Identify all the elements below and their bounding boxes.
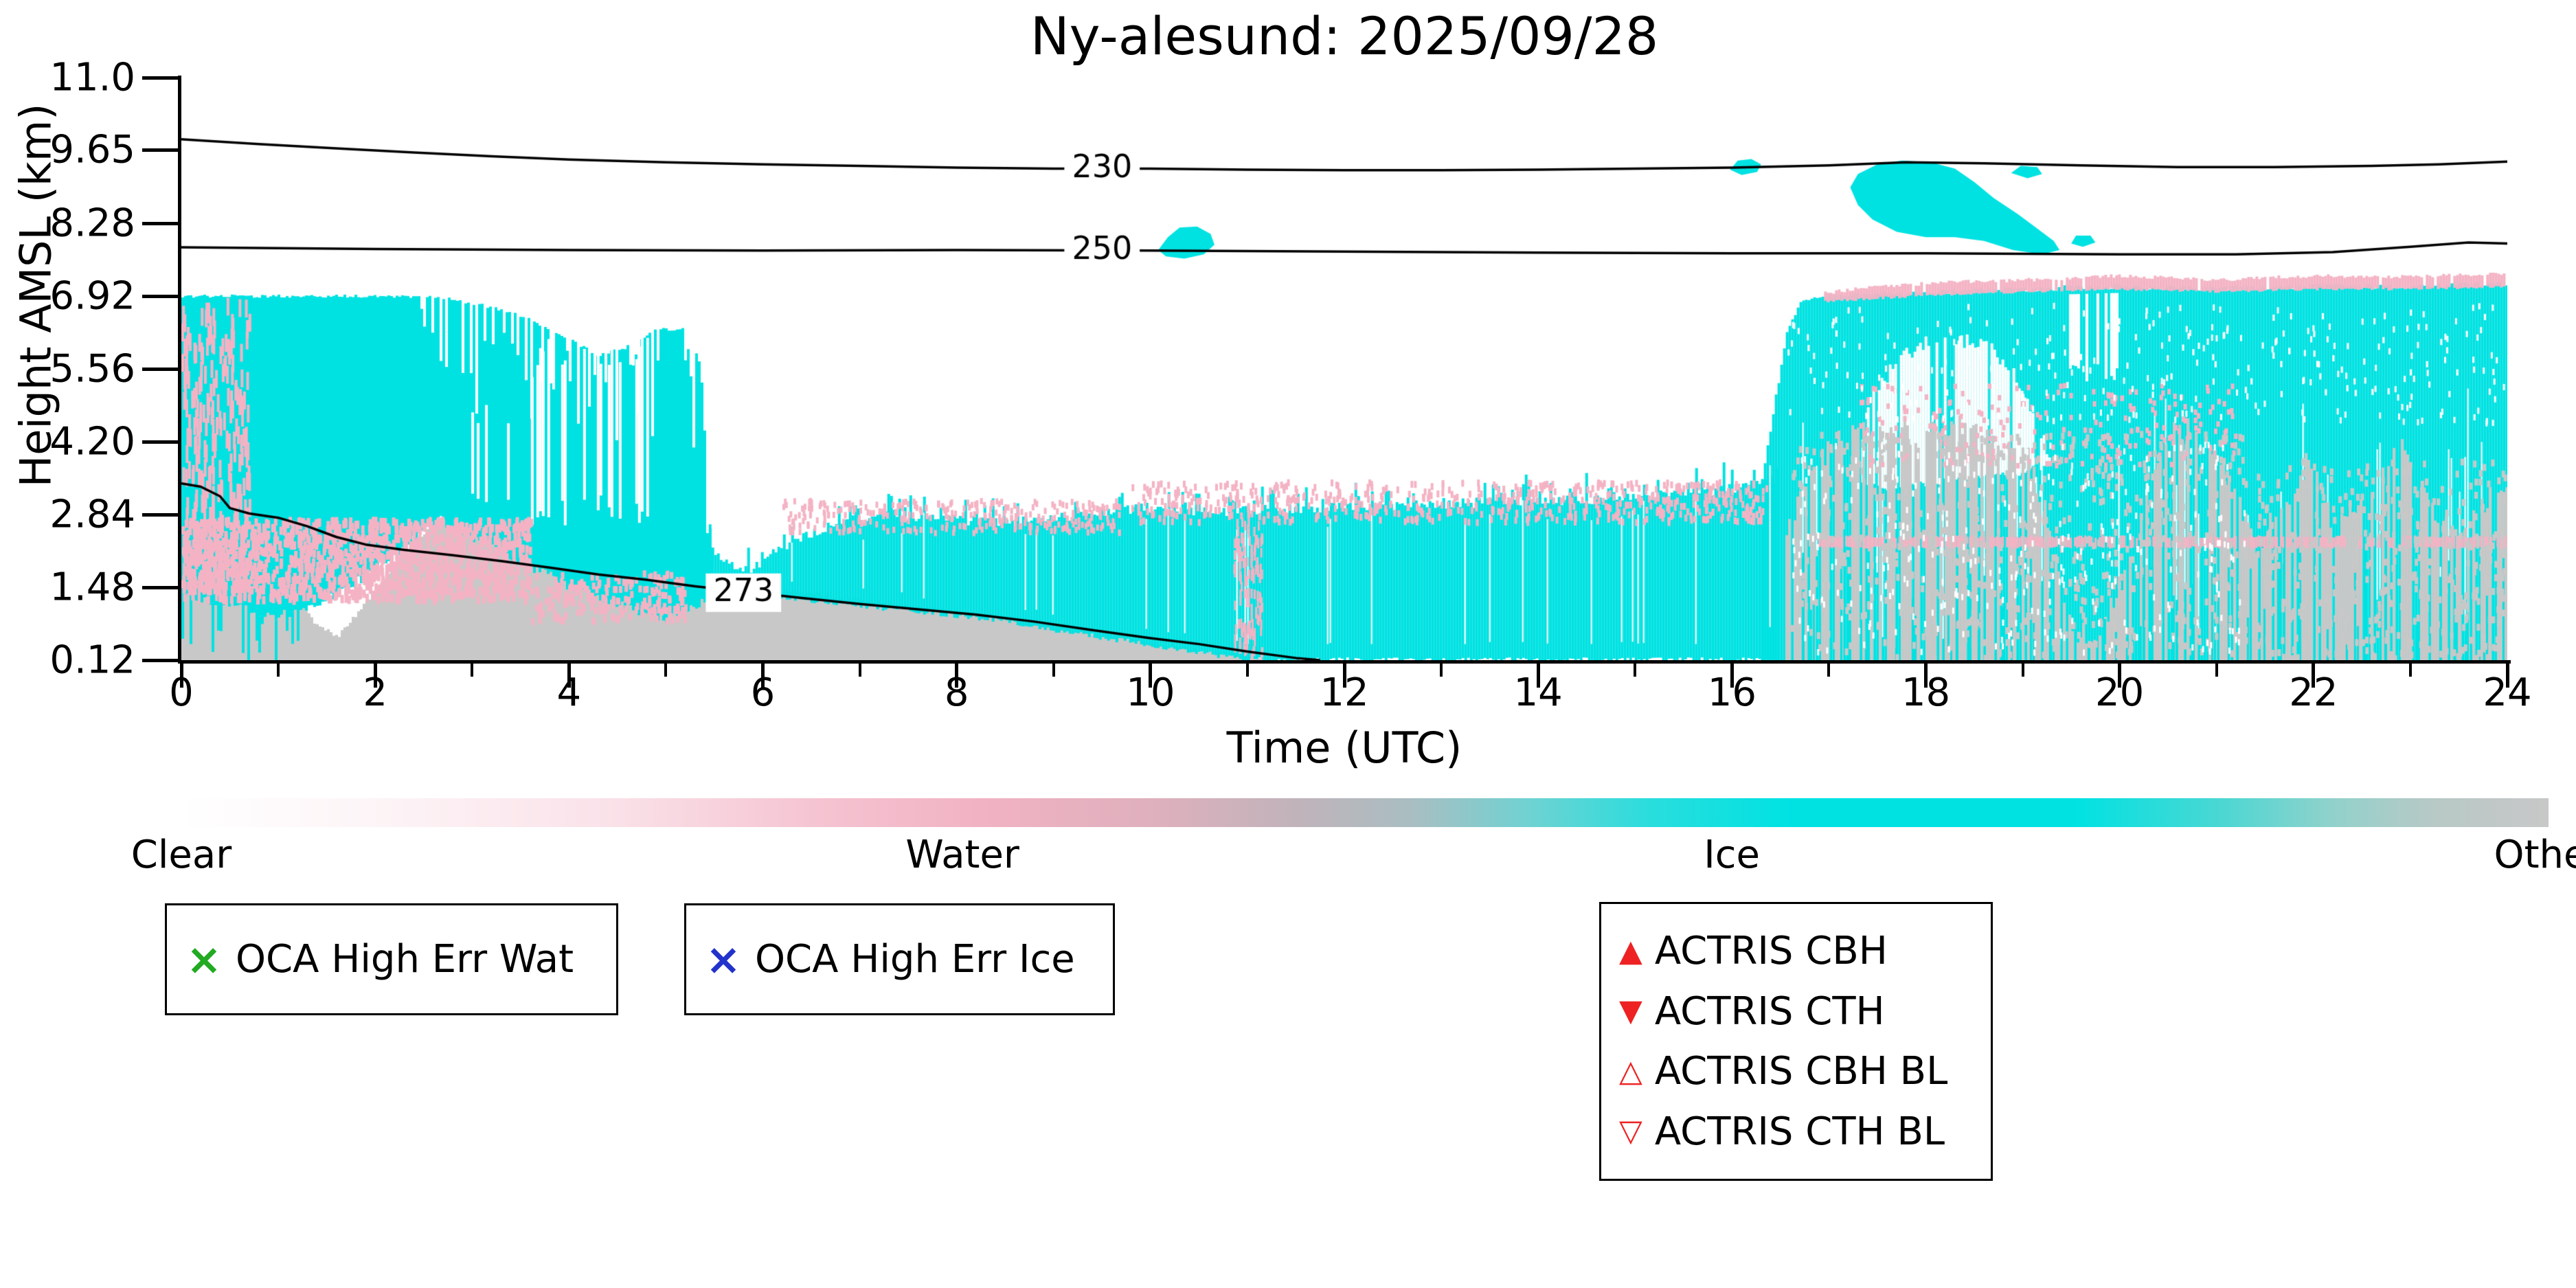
x-tick-label: 18 — [1901, 670, 1951, 715]
y-tick — [142, 585, 181, 589]
x-tick — [2118, 660, 2122, 688]
legend-label: ACTRIS CBH BL — [1654, 1049, 1948, 1094]
legend-row: △ ACTRIS CBH BL — [1619, 1049, 1991, 1094]
y-tick-label: 8.28 — [49, 201, 135, 246]
y-tick-label: 5.56 — [49, 346, 135, 392]
x-tick — [373, 660, 377, 688]
x-minor-tick — [664, 660, 668, 677]
classification-plot-canvas — [181, 78, 2507, 660]
x-minor-tick — [277, 660, 280, 677]
x-tick — [761, 660, 765, 688]
x-marker-icon: × — [705, 934, 741, 984]
y-tick-label: 2.84 — [49, 492, 135, 537]
colorbar-label-other: Other — [2494, 833, 2576, 877]
x-tick — [1924, 660, 1928, 688]
x-minor-tick — [2021, 660, 2024, 677]
x-minor-tick — [2215, 660, 2218, 677]
colorbar — [181, 798, 2549, 827]
y-tick — [142, 512, 181, 517]
legend-label: OCA High Err Wat — [235, 937, 574, 982]
legend-row: ▲ ACTRIS CBH — [1619, 929, 1991, 973]
x-minor-tick — [1245, 660, 1249, 677]
x-tick — [1730, 660, 1734, 688]
x-tick — [1342, 660, 1346, 688]
x-tick — [179, 660, 183, 688]
chart-title: Ny-alesund: 2025/09/28 — [1030, 5, 1659, 67]
y-tick — [142, 76, 181, 80]
y-tick — [142, 440, 181, 444]
x-axis-label: Time (UTC) — [1226, 723, 1462, 773]
y-tick-label: 9.65 — [49, 127, 135, 172]
triangle-down-filled-icon: ▼ — [1619, 993, 1642, 1029]
x-tick — [2505, 660, 2509, 688]
y-tick-label: 4.20 — [49, 419, 135, 464]
legend-label: ACTRIS CTH — [1654, 988, 1885, 1034]
legend-actris: ▲ ACTRIS CBH ▼ ACTRIS CTH △ ACTRIS CBH BL ▽ ACT… — [1599, 902, 1993, 1181]
x-tick-label: 0 — [169, 670, 194, 715]
y-tick-label: 1.48 — [49, 565, 135, 610]
x-tick — [955, 660, 959, 688]
x-tick-label: 12 — [1320, 670, 1369, 715]
triangle-up-open-icon: △ — [1619, 1053, 1642, 1089]
x-minor-tick — [1827, 660, 1831, 677]
x-tick — [2312, 660, 2316, 688]
x-tick — [1149, 660, 1153, 688]
y-tick — [142, 367, 181, 371]
x-tick — [1536, 660, 1540, 688]
x-tick — [567, 660, 571, 688]
x-marker-icon: × — [186, 934, 222, 984]
legend-label: OCA High Err Ice — [754, 937, 1075, 982]
x-tick-label: 22 — [2289, 670, 2338, 715]
x-tick-label: 10 — [1126, 670, 1175, 715]
y-tick-label: 6.92 — [49, 273, 135, 319]
x-tick-label: 6 — [750, 670, 776, 715]
legend-label: ACTRIS CBH — [1654, 929, 1888, 974]
legend-row: ▽ ACTRIS CTH BL — [1619, 1109, 1991, 1154]
y-tick — [142, 294, 181, 298]
x-tick-label: 20 — [2095, 670, 2145, 715]
y-tick-label: 11.0 — [49, 55, 135, 100]
x-minor-tick — [1634, 660, 1637, 677]
x-minor-tick — [1052, 660, 1055, 677]
x-minor-tick — [2408, 660, 2412, 677]
triangle-up-filled-icon: ▲ — [1619, 933, 1642, 969]
triangle-down-open-icon: ▽ — [1619, 1114, 1642, 1149]
y-tick — [142, 221, 181, 225]
colorbar-label-ice: Ice — [1704, 833, 1761, 877]
legend-oca-high-err-ice: × OCA High Err Ice — [684, 903, 1115, 1015]
x-tick-label: 4 — [556, 670, 582, 715]
legend-row: ▼ ACTRIS CTH — [1619, 989, 1991, 1034]
x-minor-tick — [471, 660, 474, 677]
x-minor-tick — [858, 660, 861, 677]
x-tick-label: 8 — [944, 670, 969, 715]
y-tick-label: 0.12 — [49, 637, 135, 683]
x-tick-label: 24 — [2483, 670, 2532, 715]
x-tick-label: 14 — [1513, 670, 1563, 715]
colorbar-label-water: Water — [905, 833, 1019, 877]
y-tick — [142, 148, 181, 152]
x-minor-tick — [1440, 660, 1443, 677]
x-tick-label: 16 — [1707, 670, 1756, 715]
y-tick — [142, 658, 181, 662]
x-tick-label: 2 — [363, 670, 387, 715]
legend-oca-high-err-wat: × OCA High Err Wat — [165, 903, 618, 1015]
legend-label: ACTRIS CTH BL — [1654, 1109, 1945, 1154]
colorbar-label-clear: Clear — [131, 833, 232, 877]
